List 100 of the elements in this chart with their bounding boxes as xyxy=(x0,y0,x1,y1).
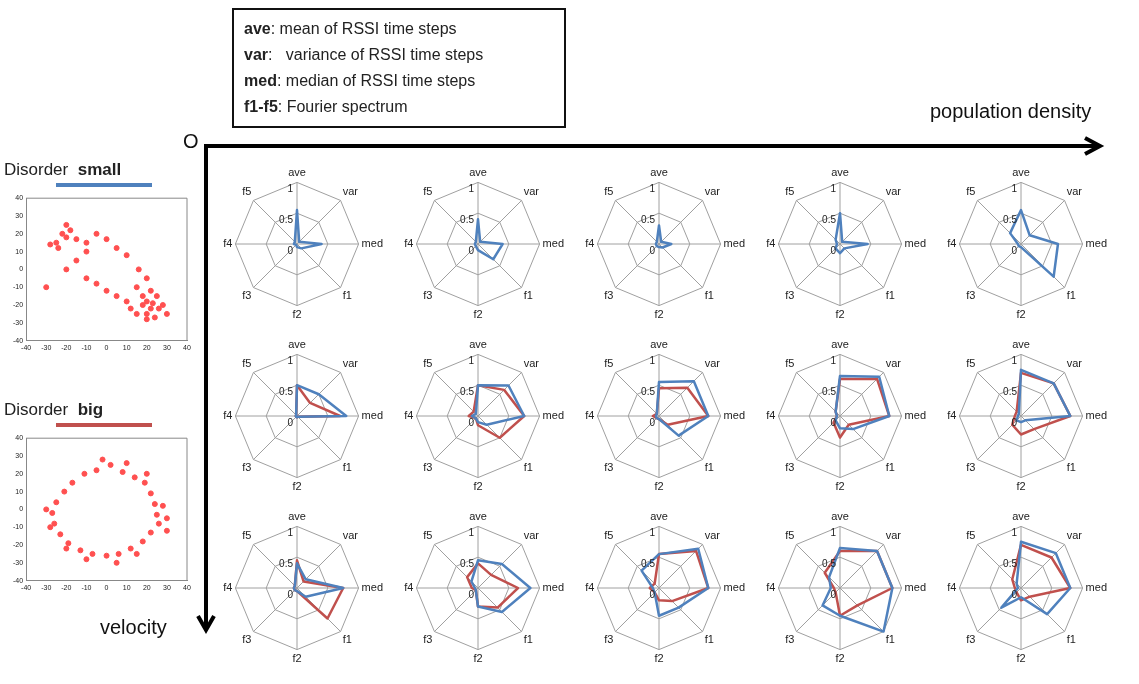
spoke-label: f2 xyxy=(1016,652,1026,665)
spoke-label: f3 xyxy=(604,461,614,474)
spoke-label: var xyxy=(342,184,359,197)
text: var: variance of RSSI time steps xyxy=(244,45,485,65)
spoke-label: f1 xyxy=(885,289,895,302)
spoke-label: f3 xyxy=(423,289,433,302)
y-tick-label: 0.5 xyxy=(460,213,475,225)
spoke-label: f1 xyxy=(1066,289,1076,302)
spoke-label: f1 xyxy=(523,461,533,474)
spoke-label: f4 xyxy=(223,581,233,594)
spoke-label: f4 xyxy=(947,237,957,250)
spoke-label: med xyxy=(361,237,384,250)
spoke-label: f3 xyxy=(423,633,433,646)
y-tick-label: 1 xyxy=(649,355,656,367)
spoke-label: var xyxy=(704,528,721,541)
spoke-label: var xyxy=(1066,184,1083,197)
text: med: median of RSSI time steps xyxy=(244,71,477,91)
y-tick-label: 1 xyxy=(287,355,294,367)
spoke-label: ave xyxy=(650,509,668,522)
spoke-label: f1 xyxy=(704,633,714,646)
spoke-label: f4 xyxy=(947,581,957,594)
spoke-label: ave xyxy=(469,509,487,522)
y-tick-label: 1 xyxy=(830,527,837,539)
text: velocity xyxy=(100,616,167,639)
spoke-label: f1 xyxy=(704,461,714,474)
spoke-label: f3 xyxy=(604,633,614,646)
spoke-label: var xyxy=(1066,356,1083,369)
y-tick-label: 0 xyxy=(649,416,656,428)
y-tick-label: 1 xyxy=(468,355,475,367)
spoke-label: med xyxy=(723,237,746,250)
spoke-label: ave xyxy=(831,165,849,178)
spoke-label: f2 xyxy=(654,652,664,665)
spoke-label: f1 xyxy=(342,289,352,302)
text: f1-f5: Fourier spectrum xyxy=(244,97,409,117)
spoke-label: f5 xyxy=(423,356,433,369)
spoke-label: f2 xyxy=(473,308,483,321)
spoke-label: med xyxy=(542,581,565,594)
y-tick-label: 0 xyxy=(830,244,837,256)
y-tick-label: 1 xyxy=(649,183,656,195)
spoke-label: f3 xyxy=(242,461,252,474)
spoke-label: med xyxy=(723,581,746,594)
spoke-label: var xyxy=(523,184,540,197)
y-tick-label: 1 xyxy=(287,527,294,539)
y-tick-label: 1 xyxy=(287,183,294,195)
spoke-label: ave xyxy=(288,509,306,522)
y-tick-label: 0.5 xyxy=(279,557,294,569)
y-tick-label: 0.5 xyxy=(822,213,837,225)
spoke-label: ave xyxy=(1012,509,1030,522)
spoke-label: f5 xyxy=(785,356,795,369)
spoke-label: f1 xyxy=(704,289,714,302)
spoke-label: f1 xyxy=(885,461,895,474)
spoke-label: f3 xyxy=(785,461,795,474)
spoke-label: f3 xyxy=(242,289,252,302)
spoke-label: f4 xyxy=(585,409,595,422)
spoke-label: f5 xyxy=(242,184,252,197)
spoke-label: f2 xyxy=(835,308,845,321)
spoke-label: f1 xyxy=(523,289,533,302)
spoke-label: f5 xyxy=(966,184,976,197)
y-tick-label: 0.5 xyxy=(460,557,475,569)
y-tick-label: 0.5 xyxy=(279,385,294,397)
y-tick-label: 0.5 xyxy=(460,385,475,397)
spoke-label: f3 xyxy=(785,289,795,302)
spoke-label: med xyxy=(723,409,746,422)
spoke-label: f2 xyxy=(654,480,664,493)
spoke-label: f5 xyxy=(966,356,976,369)
y-tick-label: 0 xyxy=(649,244,656,256)
spoke-label: f2 xyxy=(654,308,664,321)
spoke-label: f4 xyxy=(585,581,595,594)
spoke-label: var xyxy=(704,184,721,197)
y-tick-label: 0.5 xyxy=(641,385,656,397)
y-tick-label: 1 xyxy=(468,527,475,539)
spoke-label: med xyxy=(1085,581,1108,594)
spoke-label: ave xyxy=(469,337,487,350)
spoke-label: f2 xyxy=(835,652,845,665)
spoke-label: f4 xyxy=(223,409,233,422)
y-tick-label: 0 xyxy=(468,416,475,428)
spoke-label: f5 xyxy=(966,528,976,541)
spoke-label: med xyxy=(904,409,927,422)
y-tick-label: 1 xyxy=(830,355,837,367)
text: population density xyxy=(930,100,1092,123)
spoke-label: f2 xyxy=(292,480,302,493)
y-tick-label: 1 xyxy=(649,527,656,539)
y-tick-label: 0.5 xyxy=(822,385,837,397)
y-tick-label: 0 xyxy=(468,244,475,256)
spoke-label: f5 xyxy=(423,184,433,197)
spoke-label: f3 xyxy=(423,461,433,474)
y-tick-label: 1 xyxy=(468,183,475,195)
spoke-label: med xyxy=(542,237,565,250)
y-tick-label: 0 xyxy=(287,244,294,256)
spoke-label: f4 xyxy=(766,237,776,250)
spoke-label: f4 xyxy=(585,237,595,250)
spoke-label: f5 xyxy=(242,528,252,541)
spoke-label: f4 xyxy=(947,409,957,422)
spoke-label: f2 xyxy=(1016,480,1026,493)
spoke-label: med xyxy=(1085,237,1108,250)
spoke-label: f5 xyxy=(423,528,433,541)
y-tick-label: 1 xyxy=(1011,527,1018,539)
spoke-label: f4 xyxy=(404,237,414,250)
spoke-label: f4 xyxy=(404,409,414,422)
spoke-label: f5 xyxy=(604,184,614,197)
